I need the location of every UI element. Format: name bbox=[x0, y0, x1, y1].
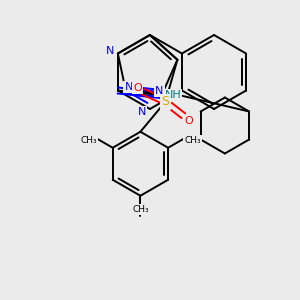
Text: S: S bbox=[161, 95, 169, 108]
Text: N: N bbox=[106, 46, 114, 56]
Text: NH: NH bbox=[164, 91, 181, 100]
Text: O: O bbox=[184, 116, 193, 126]
Text: N: N bbox=[124, 82, 133, 92]
Text: CH₃: CH₃ bbox=[80, 136, 97, 145]
Text: N: N bbox=[138, 107, 146, 117]
Text: N: N bbox=[155, 85, 164, 96]
Text: CH₃: CH₃ bbox=[132, 205, 149, 214]
Text: CH₃: CH₃ bbox=[184, 136, 201, 145]
Text: O: O bbox=[133, 83, 142, 93]
